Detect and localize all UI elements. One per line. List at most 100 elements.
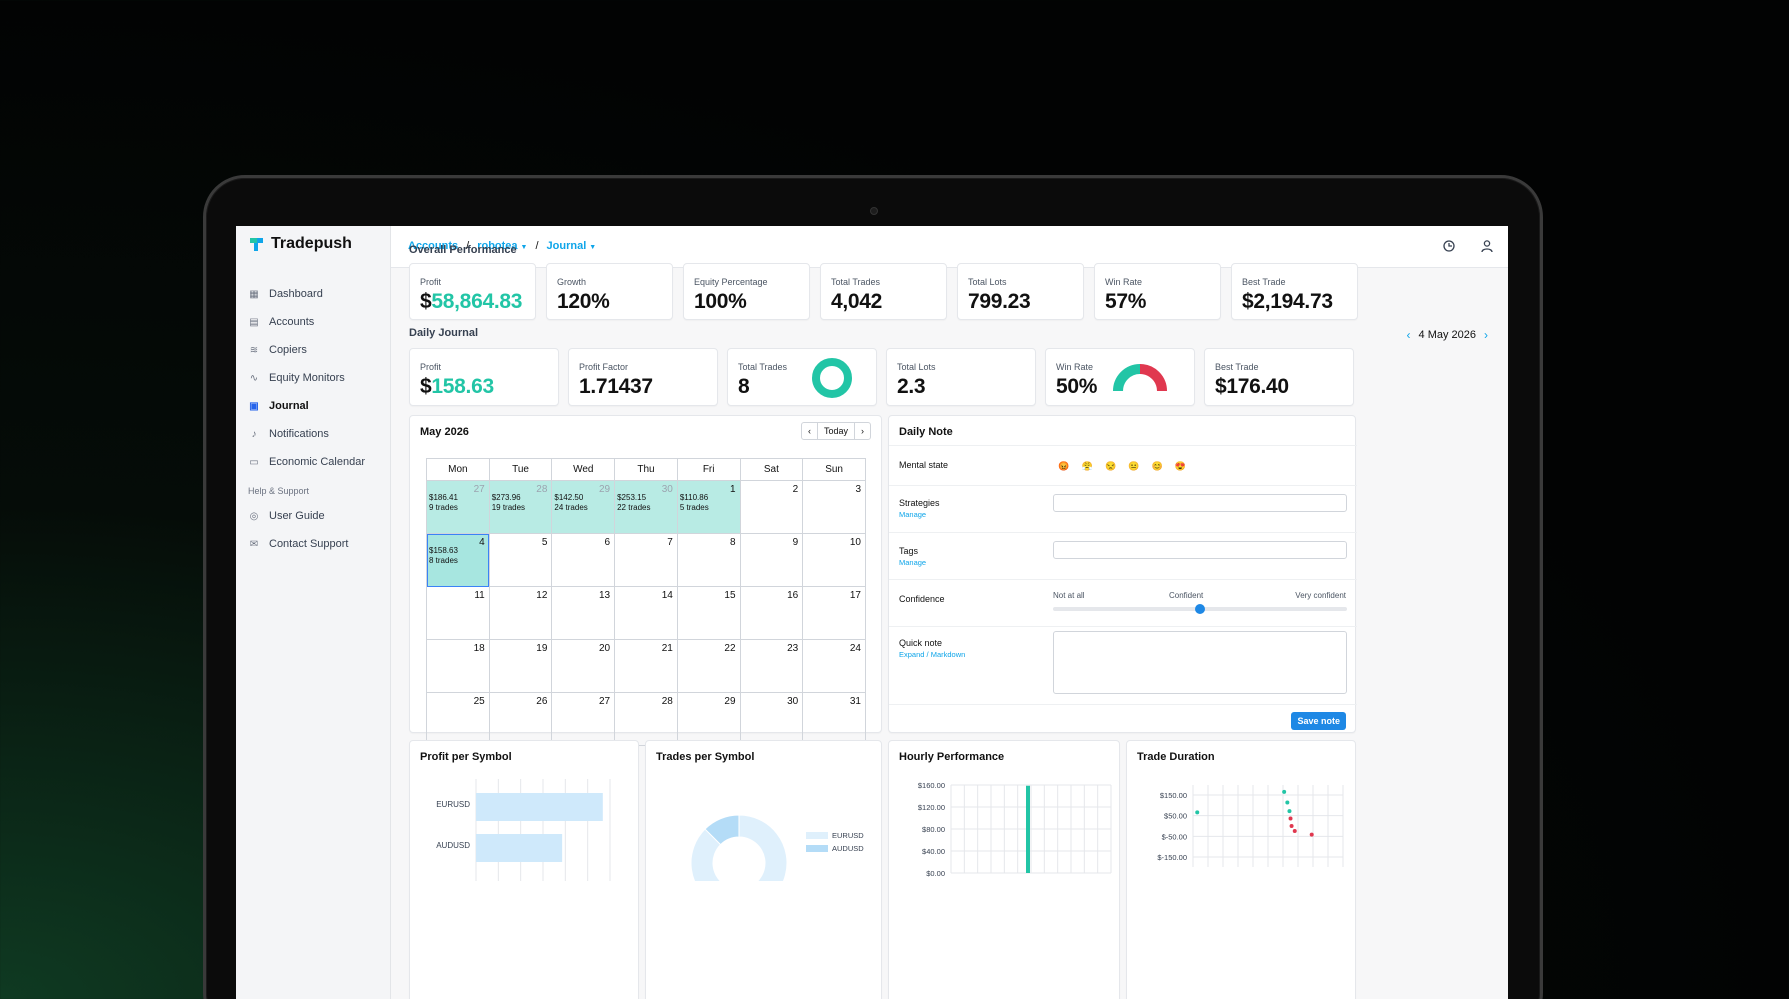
calendar-day-cell[interactable]: 15 bbox=[676, 586, 741, 640]
calendar-day-cell[interactable]: 24 bbox=[802, 639, 866, 693]
scatter-point[interactable] bbox=[1288, 816, 1293, 821]
pie-slice[interactable] bbox=[690, 814, 788, 881]
stat-label: Win Rate bbox=[1105, 277, 1143, 287]
day-number: 28 bbox=[536, 484, 548, 495]
strategies-input[interactable] bbox=[1053, 494, 1347, 512]
calendar-day-cell[interactable]: 14 bbox=[614, 586, 678, 640]
markdown-link[interactable]: Markdown bbox=[930, 650, 966, 659]
calendar-day-cell[interactable]: 17 bbox=[802, 586, 866, 640]
slider-thumb[interactable] bbox=[1195, 604, 1205, 614]
calendar-day-cell[interactable]: 20 bbox=[551, 639, 616, 693]
sidebar-item-dashboard[interactable]: ▦ Dashboard bbox=[248, 280, 388, 308]
calendar-next-button[interactable]: › bbox=[861, 426, 864, 436]
scatter-point[interactable] bbox=[1289, 824, 1294, 828]
calendar-day-cell[interactable]: 27 bbox=[551, 692, 616, 746]
sidebar-item-copiers[interactable]: ≋ Copiers bbox=[248, 336, 388, 364]
day-trades: 5 trades bbox=[679, 503, 709, 512]
strategies-manage-link[interactable]: Manage bbox=[899, 510, 927, 519]
calendar-day-cell[interactable]: 7 bbox=[614, 533, 678, 587]
sidebar-item-accounts[interactable]: ▤ Accounts bbox=[248, 308, 388, 336]
scatter-point[interactable] bbox=[1292, 828, 1297, 833]
calendar-day-cell[interactable]: 13 bbox=[551, 586, 616, 640]
breadcrumb-accounts[interactable]: Accounts bbox=[408, 240, 459, 252]
calendar-day-cell[interactable]: 29 $142.50 24 trades bbox=[551, 480, 616, 534]
calendar-day-cell[interactable]: 10 bbox=[802, 533, 866, 587]
scatter-point[interactable] bbox=[1282, 789, 1287, 794]
calendar-day-cell[interactable]: 29 bbox=[676, 692, 741, 746]
pie-slice[interactable] bbox=[704, 814, 740, 846]
calendar-day-cell[interactable]: 26 bbox=[488, 692, 553, 746]
scatter-point[interactable] bbox=[1285, 800, 1290, 805]
sidebar-item-user-guide[interactable]: ◎ User Guide bbox=[248, 502, 388, 530]
calendar-day-cell[interactable]: 3 bbox=[802, 480, 866, 534]
y-tick-label: $40.00 bbox=[922, 847, 945, 856]
save-note-button[interactable]: Save note bbox=[1291, 712, 1346, 730]
sidebar-item-equity-monitors[interactable]: ∿ Equity Monitors bbox=[248, 364, 388, 392]
bar[interactable] bbox=[1026, 785, 1030, 873]
tags-input[interactable] bbox=[1053, 541, 1347, 559]
calendar-day-cell[interactable]: 28 bbox=[614, 692, 678, 746]
calendar-day-cell[interactable]: 31 bbox=[802, 692, 866, 746]
day-profit: $142.50 bbox=[554, 493, 584, 502]
calendar-day-cell[interactable]: 27 $186.41 9 trades bbox=[426, 480, 490, 534]
scatter-point[interactable] bbox=[1287, 809, 1292, 814]
divider bbox=[889, 485, 1357, 486]
day-number: 27 bbox=[598, 696, 611, 707]
calendar-day-cell[interactable]: 22 bbox=[676, 639, 741, 693]
calendar-day-cell[interactable]: 23 bbox=[739, 639, 804, 693]
quick-note-textarea[interactable] bbox=[1053, 631, 1347, 694]
calendar-day-cell[interactable]: 21 bbox=[614, 639, 678, 693]
heart-eyes-icon[interactable]: 😍 bbox=[1174, 461, 1187, 471]
sidebar-item-notifications[interactable]: ♪ Notifications bbox=[248, 420, 388, 448]
calendar-day-cell[interactable]: 6 bbox=[551, 533, 616, 587]
chart-title: Trades per Symbol bbox=[656, 751, 755, 763]
sidebar-item-journal[interactable]: ▣ Journal bbox=[248, 392, 388, 420]
chevron-left-icon[interactable]: ‹ bbox=[1406, 328, 1411, 342]
calendar-day-cell[interactable]: 4 $158.63 8 trades bbox=[426, 533, 490, 587]
calendar-day-cell[interactable]: 9 bbox=[739, 533, 804, 587]
calendar-day-cell[interactable]: 18 bbox=[426, 639, 490, 693]
confidence-slider[interactable] bbox=[1053, 604, 1347, 614]
calendar-day-header: Sat bbox=[739, 458, 804, 481]
sidebar-item-contact-support[interactable]: ✉ Contact Support bbox=[248, 530, 388, 558]
calendar-day-cell[interactable]: 19 bbox=[488, 639, 553, 693]
bar[interactable] bbox=[476, 834, 563, 862]
scatter-point[interactable] bbox=[1309, 832, 1314, 837]
calendar-day-cell[interactable]: 30 $253.15 22 trades bbox=[614, 480, 678, 534]
calendar-day-cell[interactable]: 11 bbox=[426, 586, 490, 640]
calendar-day-cell[interactable]: 8 bbox=[676, 533, 741, 587]
angry-face-icon[interactable]: 😡 bbox=[1058, 461, 1070, 471]
expand-link[interactable]: Expand bbox=[899, 650, 925, 659]
calendar-day-cell[interactable]: 28 $273.96 19 trades bbox=[488, 480, 553, 534]
neutral-face-icon[interactable]: 😐 bbox=[1128, 461, 1140, 471]
chevron-right-icon[interactable]: › bbox=[1484, 328, 1488, 342]
stat-label: Profit bbox=[420, 362, 442, 372]
scatter-point[interactable] bbox=[1195, 810, 1200, 815]
smiling-face-icon[interactable]: 😊 bbox=[1151, 461, 1163, 471]
bar[interactable] bbox=[476, 793, 603, 821]
frustrated-face-icon[interactable]: 😤 bbox=[1081, 461, 1093, 471]
calendar-today-button[interactable]: Today bbox=[818, 423, 855, 439]
day-number: 5 bbox=[541, 537, 548, 548]
calendar-day-cell[interactable]: 12 bbox=[488, 586, 553, 640]
logo[interactable]: Tradepush bbox=[248, 235, 352, 253]
calendar-day-cell[interactable]: 5 bbox=[488, 533, 553, 587]
calendar-day-cell[interactable]: 30 bbox=[739, 692, 804, 746]
hourly-performance-card: Hourly Performance $160.00 $120.00 $80.00 $… bbox=[888, 740, 1120, 999]
calendar-day-cell[interactable]: 25 bbox=[426, 692, 490, 746]
calendar-day-cell[interactable]: 16 bbox=[739, 586, 804, 640]
user-icon[interactable] bbox=[1479, 238, 1495, 254]
breadcrumb-account[interactable]: robotea ▼ bbox=[477, 240, 527, 252]
breadcrumb-journal[interactable]: Journal ▼ bbox=[547, 240, 597, 252]
unamused-face-icon[interactable]: 😒 bbox=[1104, 461, 1117, 471]
history-icon[interactable] bbox=[1441, 238, 1457, 254]
day-number: 21 bbox=[661, 643, 673, 654]
calendar-day-cell[interactable]: 1 $110.86 5 trades bbox=[676, 480, 741, 534]
day-summary: $186.41 9 trades bbox=[429, 493, 458, 513]
sidebar-item-economic-calendar[interactable]: ▭ Economic Calendar bbox=[248, 448, 388, 476]
calendar-day-cell[interactable]: 2 bbox=[739, 480, 804, 534]
tags-manage-link[interactable]: Manage bbox=[899, 558, 927, 567]
stat-label: Best Trade bbox=[1242, 277, 1286, 287]
day-summary: $142.50 24 trades bbox=[554, 493, 587, 513]
calendar-prev-button[interactable]: ‹ bbox=[802, 423, 818, 439]
